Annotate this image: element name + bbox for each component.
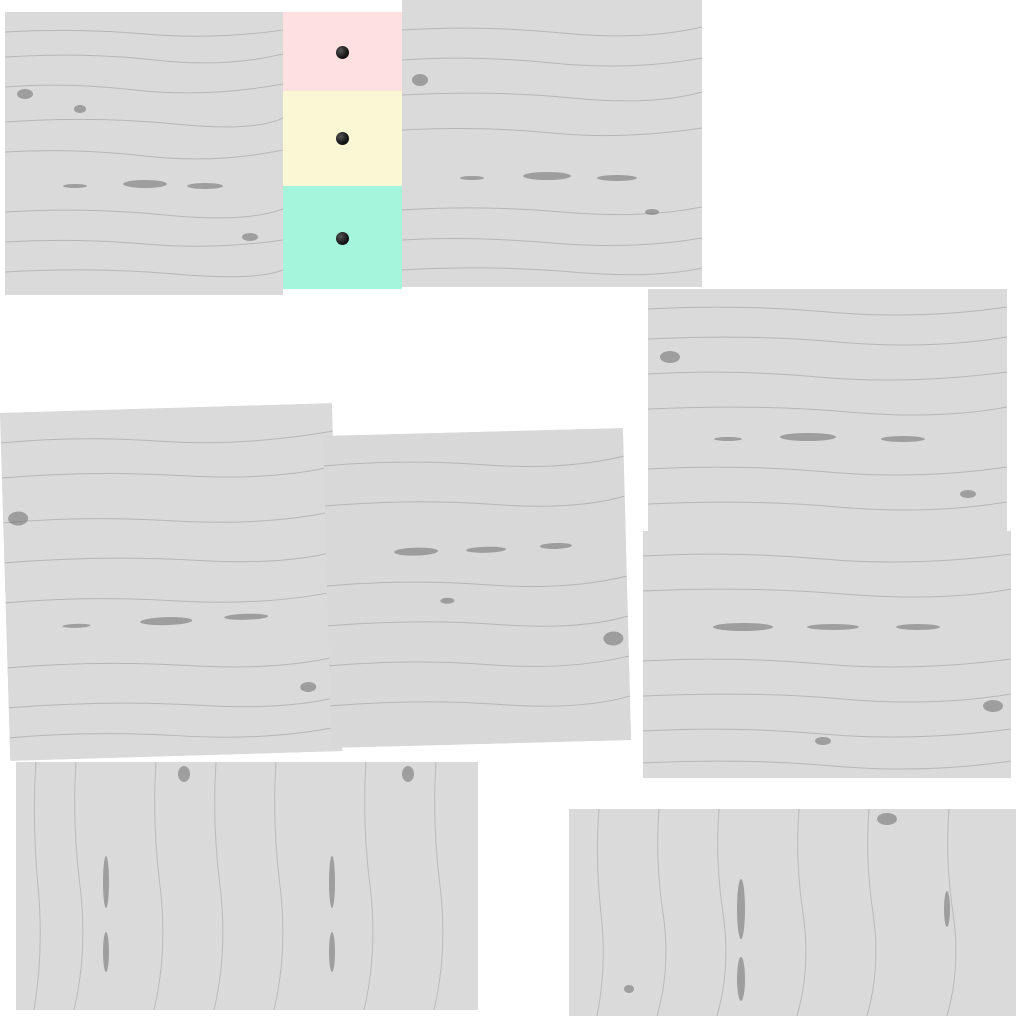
mint-swatch-dot	[336, 232, 349, 245]
color-swatch-strip	[283, 12, 402, 289]
pink-swatch	[283, 12, 402, 91]
wood-patch-middle-center	[323, 428, 632, 748]
wood-patch-right-upper	[648, 289, 1007, 531]
wood-patch-bottom-left	[16, 762, 478, 1010]
cream-swatch-dot	[336, 132, 349, 145]
wood-patch-middle-left	[0, 403, 343, 761]
wood-patch-bottom-right	[569, 809, 1016, 1016]
wood-patch-right-lower	[643, 531, 1011, 778]
pink-swatch-dot	[336, 46, 349, 59]
mint-swatch	[283, 186, 402, 289]
wood-patch-top-middle	[402, 0, 702, 287]
wood-patch-top-left	[5, 12, 283, 295]
cream-swatch	[283, 91, 402, 186]
